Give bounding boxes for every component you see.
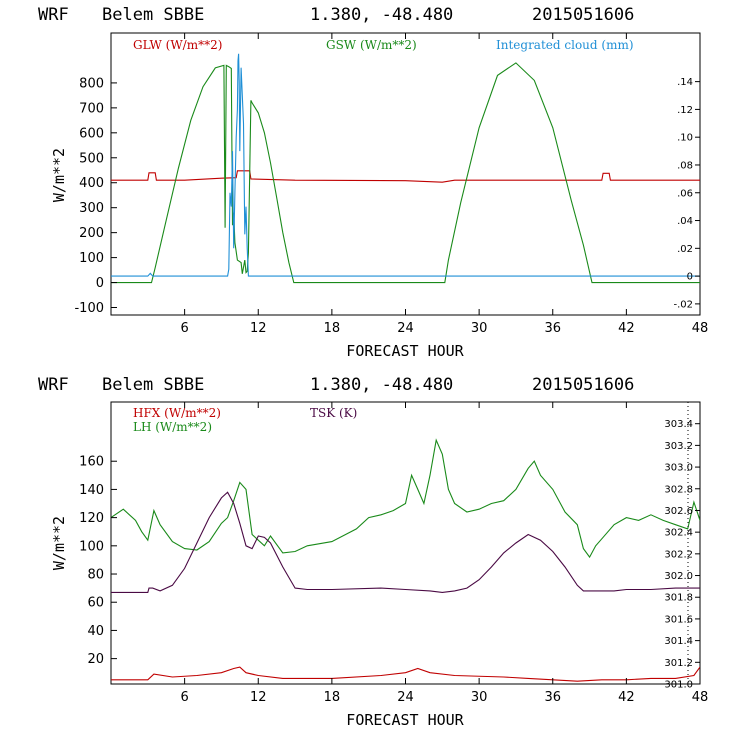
y2-tick-label: 301.0 bbox=[664, 680, 693, 691]
series-line-integrated bbox=[111, 53, 700, 277]
y-tick-label: 140 bbox=[79, 483, 104, 498]
bottom-header: WRF Belem SBBE 1.380, -48.480 2015051606 bbox=[38, 375, 634, 395]
top-station-label: Belem SBBE bbox=[102, 5, 204, 25]
y2-tick-label: .12 bbox=[677, 105, 693, 116]
y-tick-label: 100 bbox=[79, 539, 104, 554]
y-tick-label: 300 bbox=[79, 201, 104, 216]
x-tick-label: 12 bbox=[250, 690, 267, 705]
y2-tick-label: .14 bbox=[677, 77, 693, 88]
legend-hfx: HFX (W/m**2) bbox=[133, 406, 221, 420]
y-tick-label: 800 bbox=[79, 76, 104, 91]
y-tick-label: 600 bbox=[79, 126, 104, 141]
top-y-axis-label: W/m**2 bbox=[50, 148, 68, 202]
y-tick-label: 40 bbox=[87, 624, 104, 639]
x-tick-label: 36 bbox=[544, 321, 561, 336]
y2-tick-label: .08 bbox=[677, 160, 693, 171]
y-tick-label: 200 bbox=[79, 226, 104, 241]
bottom-plot-frame bbox=[110, 401, 701, 685]
top-x-axis-label: FORECAST HOUR bbox=[346, 342, 464, 360]
y2-tick-label: .02 bbox=[677, 244, 693, 255]
y-tick-label: -100 bbox=[74, 301, 104, 316]
x-tick-label: 30 bbox=[471, 321, 488, 336]
y-tick-label: 60 bbox=[87, 596, 104, 611]
series-line-hfx bbox=[111, 666, 700, 682]
top-model-label: WRF bbox=[38, 5, 69, 25]
x-tick-label: 18 bbox=[324, 690, 341, 705]
x-tick-label: 48 bbox=[692, 690, 709, 705]
top-header: WRF Belem SBBE 1.380, -48.480 2015051606 bbox=[38, 5, 634, 25]
y2-tick-label: .10 bbox=[677, 133, 693, 144]
bottom-y2-ticks: 301.0 301.2 301.4 301.6 301.8 302.0 302.2 302.4… bbox=[664, 402, 700, 691]
x-tick-label: 6 bbox=[180, 690, 188, 705]
bottom-series-group bbox=[111, 438, 700, 682]
y2-tick-label: 302.6 bbox=[664, 506, 693, 517]
y2-tick-label: 303.2 bbox=[664, 441, 693, 452]
bottom-date-label: 2015051606 bbox=[532, 375, 634, 395]
bottom-x-ticks: 6 12 18 24 30 36 42 48 bbox=[180, 402, 708, 705]
x-tick-label: 48 bbox=[692, 321, 709, 336]
y2-tick-label: -.02 bbox=[673, 299, 693, 310]
y-tick-label: 120 bbox=[79, 511, 104, 526]
bottom-x-axis-label: FORECAST HOUR bbox=[346, 711, 464, 729]
top-y2-ticks: -.02 0 .02 .04 .06 .08 .10 .12 .14 bbox=[673, 77, 700, 310]
series-line-glw bbox=[111, 170, 700, 183]
y2-tick-label: 302.2 bbox=[664, 549, 693, 560]
y2-tick-label: 301.6 bbox=[664, 614, 693, 625]
top-plot-frame bbox=[110, 32, 701, 316]
bottom-coords-label: 1.380, -48.480 bbox=[310, 375, 453, 395]
y2-tick-label: 302.4 bbox=[664, 528, 693, 539]
series-line-tsk bbox=[111, 491, 700, 593]
y2-tick-label: .04 bbox=[677, 216, 693, 227]
y2-tick-label: 301.8 bbox=[664, 593, 693, 604]
x-tick-label: 6 bbox=[180, 321, 188, 336]
top-legend: GLW (W/m**2) GSW (W/m**2) Integrated clo… bbox=[133, 38, 634, 52]
legend-gsw: GSW (W/m**2) bbox=[326, 38, 417, 52]
y2-tick-label: 303.4 bbox=[664, 419, 693, 430]
legend-tsk: TSK (K) bbox=[310, 406, 357, 420]
x-tick-label: 12 bbox=[250, 321, 267, 336]
y2-tick-label: 0 bbox=[687, 272, 693, 283]
y-tick-label: 0 bbox=[96, 276, 104, 291]
x-tick-label: 42 bbox=[618, 321, 635, 336]
top-y-ticks: -100 0 100 200 300 400 500 600 700 800 bbox=[74, 76, 117, 316]
legend-glw: GLW (W/m**2) bbox=[133, 38, 222, 52]
y-tick-label: 500 bbox=[79, 151, 104, 166]
y-tick-label: 100 bbox=[79, 251, 104, 266]
bottom-legend: HFX (W/m**2) LH (W/m**2) TSK (K) bbox=[133, 406, 357, 434]
legend-lh: LH (W/m**2) bbox=[133, 420, 212, 434]
y-tick-label: 160 bbox=[79, 455, 104, 470]
bottom-model-label: WRF bbox=[38, 375, 69, 395]
y-tick-label: 20 bbox=[87, 652, 104, 667]
y2-tick-label: 301.4 bbox=[664, 636, 693, 647]
y-tick-label: 700 bbox=[79, 101, 104, 116]
x-tick-label: 18 bbox=[324, 321, 341, 336]
bottom-y-ticks: 20 40 60 80 100 120 140 160 bbox=[79, 455, 117, 667]
x-tick-label: 24 bbox=[397, 690, 414, 705]
y-tick-label: 80 bbox=[87, 568, 104, 583]
bottom-station-label: Belem SBBE bbox=[102, 375, 204, 395]
y-tick-label: 400 bbox=[79, 176, 104, 191]
top-x-ticks: 6 12 18 24 30 36 42 48 bbox=[180, 33, 708, 336]
x-tick-label: 36 bbox=[544, 690, 561, 705]
x-tick-label: 24 bbox=[397, 321, 414, 336]
series-line-lh bbox=[111, 438, 700, 559]
top-coords-label: 1.380, -48.480 bbox=[310, 5, 453, 25]
y2-tick-label: .06 bbox=[677, 188, 693, 199]
legend-cloud: Integrated cloud (mm) bbox=[496, 38, 634, 52]
x-tick-label: 30 bbox=[471, 690, 488, 705]
bottom-y-axis-label: W/m**2 bbox=[50, 516, 68, 570]
x-tick-label: 42 bbox=[618, 690, 635, 705]
series-line-gsw bbox=[111, 62, 700, 284]
top-date-label: 2015051606 bbox=[532, 5, 634, 25]
y2-tick-label: 301.2 bbox=[664, 658, 693, 669]
y2-tick-label: 302.0 bbox=[664, 571, 693, 582]
y2-tick-label: 303.0 bbox=[664, 463, 693, 474]
y2-tick-label: 302.8 bbox=[664, 484, 693, 495]
top-series-group bbox=[111, 53, 700, 284]
